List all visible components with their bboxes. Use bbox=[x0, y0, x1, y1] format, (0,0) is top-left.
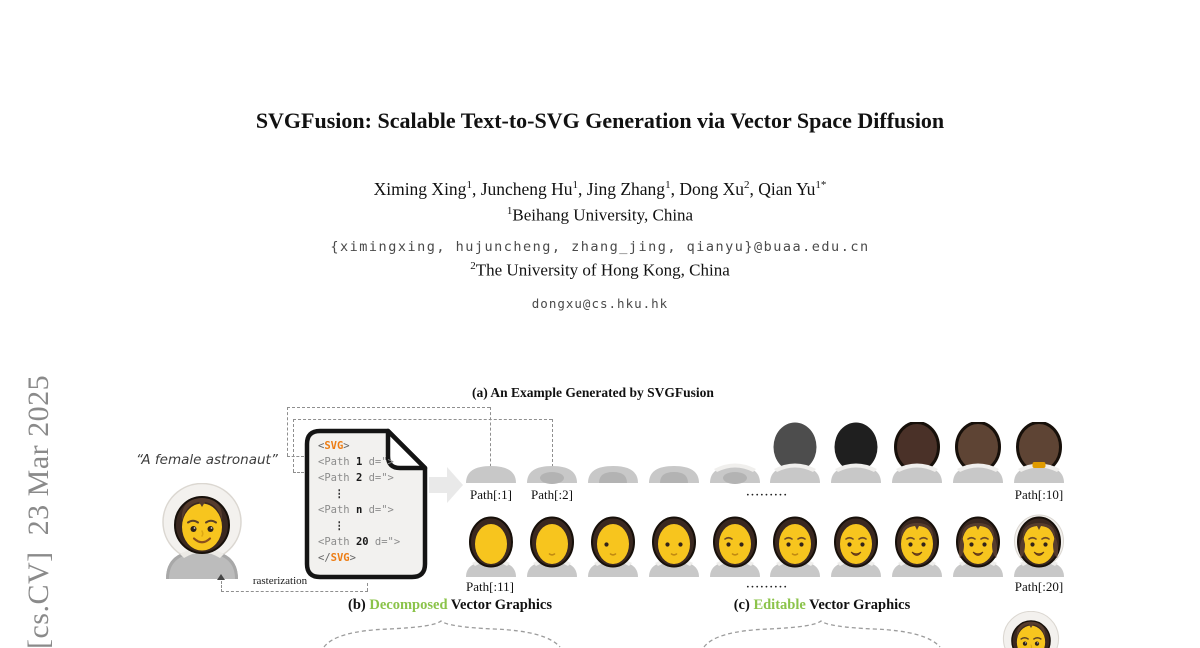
dashed-connector bbox=[287, 407, 288, 456]
email-buaa: {ximingxing, hujuncheng, zhang_jing, qia… bbox=[330, 239, 870, 255]
caption-c-suffix: Vector Graphics bbox=[805, 597, 911, 613]
author-line: Ximing Xing1, Juncheng Hu1, Jing Zhang1,… bbox=[373, 179, 827, 199]
path-label-1: Path[:1] bbox=[470, 487, 512, 502]
code-line: <Path n d="> bbox=[318, 504, 394, 516]
dashed-connector bbox=[287, 407, 490, 408]
email-hku: dongxu@cs.hku.hk bbox=[531, 296, 669, 311]
render-stage-blank-face bbox=[463, 514, 519, 578]
dashed-brace bbox=[323, 620, 561, 648]
render-stage-head-black bbox=[828, 422, 884, 484]
caption-c-highlight: Editable bbox=[753, 597, 806, 613]
render-stage-face-one-brow bbox=[707, 514, 763, 578]
dashed-connector bbox=[293, 419, 552, 420]
affiliation-1: 1Beihang University, China bbox=[0, 205, 1200, 226]
code-line: <SVG> bbox=[318, 440, 350, 452]
render-stage-face-one-eye bbox=[585, 514, 641, 578]
render-stage-head-brown bbox=[950, 421, 1006, 484]
arxiv-stamp: [cs.CV] 23 Mar 2025 bbox=[22, 374, 55, 648]
dashed-brace bbox=[703, 620, 941, 648]
dashed-connector bbox=[367, 583, 368, 591]
render-row-paths-11-20 bbox=[463, 514, 1067, 578]
rasterization-label: rasterization bbox=[252, 575, 308, 587]
code-line: <Path 1 d="> bbox=[318, 456, 394, 468]
path-label-10: Path[:10] bbox=[1014, 487, 1064, 502]
code-line: <Path 2 d="> bbox=[318, 472, 394, 484]
prompt-text: “A female astronaut” bbox=[136, 452, 278, 468]
path-label-11: Path[:11] bbox=[466, 579, 514, 594]
dashed-connector bbox=[490, 407, 491, 477]
render-row-paths-1-10 bbox=[463, 421, 1067, 484]
dashed-connector bbox=[552, 419, 553, 477]
figure-caption-a: (a) An Example Generated by SVGFusion bbox=[472, 385, 714, 400]
render-stage-shoulders-collar bbox=[707, 422, 763, 484]
dashed-connector bbox=[221, 581, 222, 592]
affiliation-2-sup: 2 bbox=[470, 260, 476, 272]
render-stage-shoulders bbox=[463, 422, 519, 484]
caption-b-suffix: Vector Graphics bbox=[447, 597, 552, 613]
path-label-20: Path[:20] bbox=[1014, 579, 1064, 594]
figure-caption-b: (b) Decomposed Vector Graphics bbox=[280, 597, 620, 614]
code-vertical-ellipsis: ⋮ bbox=[334, 520, 345, 532]
dashed-connector bbox=[221, 591, 368, 592]
render-stage-head-brown-visor bbox=[1011, 421, 1067, 484]
arrow-up-icon bbox=[217, 574, 225, 580]
render-stage-face-smile bbox=[828, 514, 884, 578]
caption-b-prefix: (b) bbox=[348, 597, 370, 613]
render-stage-face-helmet-complete bbox=[1011, 514, 1067, 578]
figure-caption-c: (c) Editable Vector Graphics bbox=[652, 597, 992, 614]
caption-c-prefix: (c) bbox=[733, 597, 754, 613]
code-vertical-ellipsis: ⋮ bbox=[334, 488, 345, 500]
affiliation-2: 2The University of Hong Kong, China bbox=[0, 260, 1200, 281]
render-stage-face-two-brows bbox=[767, 514, 823, 578]
female-astronaut-emoji-partial bbox=[1002, 610, 1060, 648]
document-icon bbox=[304, 428, 428, 580]
render-stage-face-hair-top bbox=[889, 514, 945, 578]
render-stage-head-gray bbox=[767, 422, 823, 484]
render-stage-face-mouth bbox=[524, 514, 580, 578]
dashed-connector bbox=[293, 472, 304, 473]
dashed-connector bbox=[293, 419, 294, 472]
ellipsis-dots: ········· bbox=[745, 489, 789, 501]
arrow-right-icon bbox=[429, 467, 463, 503]
paper-title: SVGFusion: Scalable Text-to-SVG Generati… bbox=[255, 107, 945, 133]
svg-code-document bbox=[304, 428, 428, 580]
affiliation-1-sup: 1 bbox=[506, 205, 513, 217]
code-line: <Path 20 d="> bbox=[318, 536, 401, 548]
render-stage-shoulders-shaded bbox=[524, 422, 580, 484]
ellipsis-dots: ········· bbox=[745, 581, 789, 593]
svg-code-text: <SVG> <Path 1 d="> <Path 2 d="> ⋮ <Path n d=… bbox=[318, 438, 400, 566]
dashed-connector bbox=[287, 456, 304, 457]
caption-b-highlight: Decomposed bbox=[369, 597, 448, 613]
code-line: </SVG> bbox=[318, 552, 356, 564]
render-stage-head-dark-brown bbox=[889, 421, 945, 484]
render-stage-shoulders-shaded-3 bbox=[646, 422, 702, 484]
render-stage-face-hair-full bbox=[950, 514, 1006, 578]
path-label-2: Path[:2] bbox=[531, 487, 573, 502]
render-stage-shoulders-shaded-2 bbox=[585, 422, 641, 484]
affiliation-1-text: Beihang University, China bbox=[512, 205, 694, 225]
female-astronaut-emoji bbox=[161, 482, 243, 579]
render-stage-face-two-eyes bbox=[646, 514, 702, 578]
affiliation-2-text: The University of Hong Kong, China bbox=[475, 260, 730, 280]
